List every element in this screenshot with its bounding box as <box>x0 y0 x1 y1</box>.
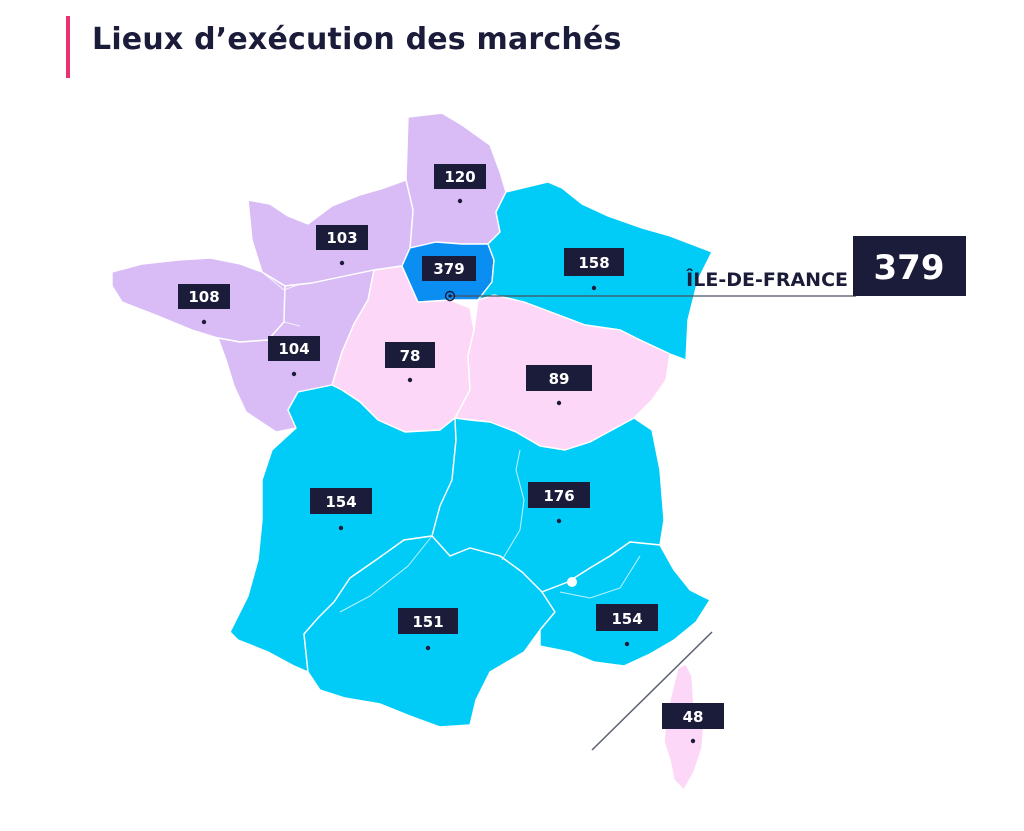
corsica-divider <box>591 631 713 751</box>
callout-region-name: ÎLE-DE-FRANCE <box>686 268 848 291</box>
value-label-bourgogne-franche-comte: 89 <box>526 365 592 406</box>
svg-text:104: 104 <box>278 340 309 358</box>
value-label-pays-de-la-loire: 104 <box>268 336 320 377</box>
svg-text:103: 103 <box>326 229 357 247</box>
callout-value-box <box>853 236 966 296</box>
svg-text:120: 120 <box>444 168 475 186</box>
svg-text:89: 89 <box>549 370 570 388</box>
value-label-corse: 48 <box>662 703 724 744</box>
value-label-normandie: 103 <box>316 225 368 266</box>
ile-de-france-pointer-dot <box>448 294 452 298</box>
page-title: Lieux d’exécution des marchés <box>92 22 622 57</box>
value-label-ile-de-france: 379 <box>422 256 476 281</box>
svg-text:154: 154 <box>325 493 356 511</box>
callout-value: 379 <box>874 248 945 288</box>
svg-text:176: 176 <box>543 487 574 505</box>
svg-text:48: 48 <box>683 708 704 726</box>
title-accent-bar <box>66 16 70 78</box>
svg-text:158: 158 <box>578 254 609 272</box>
value-label-hauts-de-france: 120 <box>434 164 486 204</box>
value-label-auvergne-rhone-alpes: 176 <box>528 482 590 524</box>
value-label-centre-val-de-loire: 78 <box>385 342 435 383</box>
svg-text:154: 154 <box>611 610 642 628</box>
lyon-marker <box>567 577 577 587</box>
svg-text:379: 379 <box>433 260 464 278</box>
svg-text:78: 78 <box>400 347 421 365</box>
svg-text:108: 108 <box>188 288 219 306</box>
value-label-occitanie: 151 <box>398 608 458 651</box>
svg-text:151: 151 <box>412 613 443 631</box>
ile-de-france-pointer <box>444 290 456 302</box>
value-label-provence-alpes-cote-d-azur: 154 <box>596 604 658 647</box>
department-lines <box>261 271 641 613</box>
value-label-bretagne: 108 <box>178 284 230 325</box>
value-label-nouvelle-aquitaine: 154 <box>310 488 372 531</box>
value-label-grand-est: 158 <box>564 248 624 291</box>
